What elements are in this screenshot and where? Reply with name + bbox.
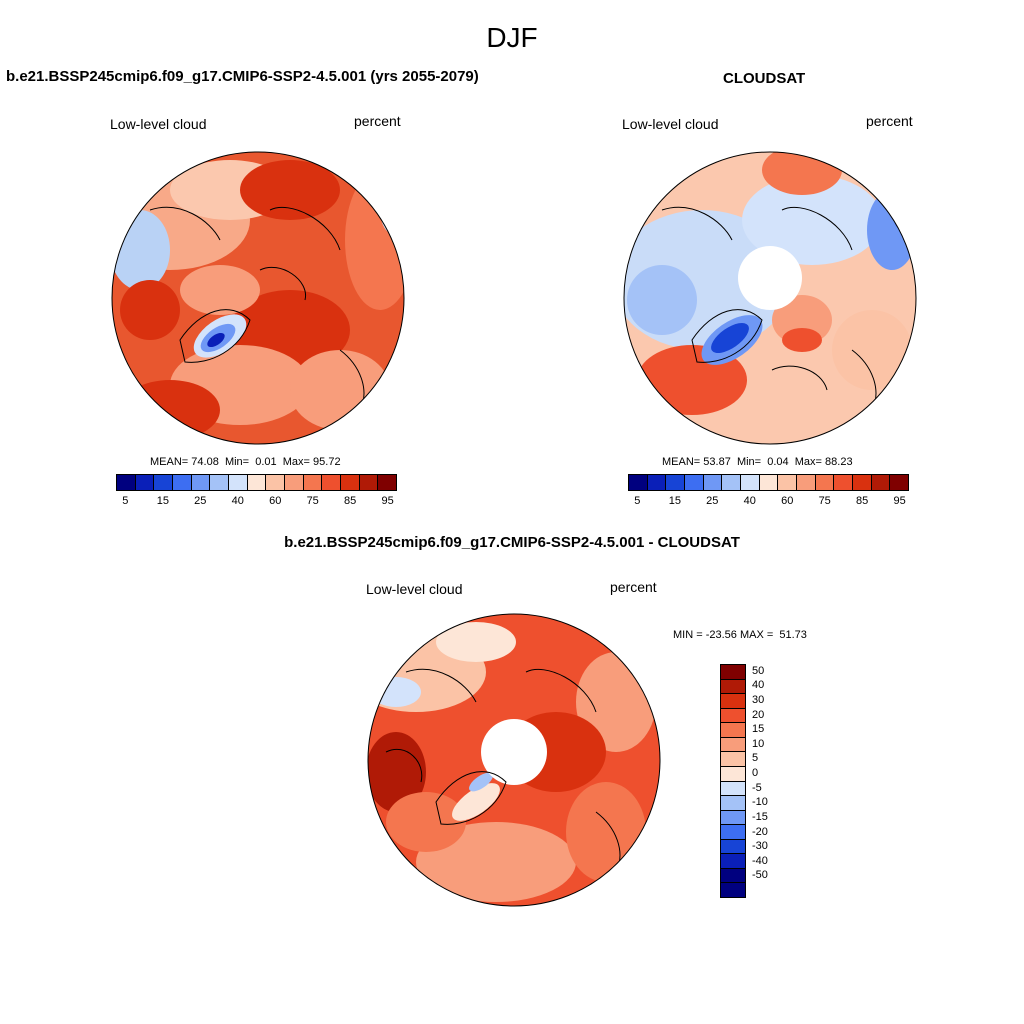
- colorbar-swatch: [721, 679, 745, 695]
- colorbar-tick-label: -50: [752, 869, 768, 882]
- colorbar-swatch: [647, 475, 667, 490]
- colorbar-swatch: [666, 475, 686, 490]
- colorbar-tick-label: -15: [752, 810, 768, 823]
- colorbar-swatch: [229, 475, 248, 490]
- colorbar-swatch: [721, 854, 745, 869]
- colorbar-swatch: [721, 694, 745, 709]
- panel3-variable-label: Low-level cloud: [366, 581, 463, 597]
- colorbar-tick-label: 40: [231, 495, 244, 507]
- colorbar-tick-label: 40: [752, 679, 765, 692]
- panel1-units-label: percent: [354, 113, 401, 129]
- colorbar-swatch: [359, 475, 379, 490]
- colorbar-tick-label: 15: [752, 723, 765, 736]
- colorbar-swatch: [815, 475, 835, 490]
- colorbar-swatch: [741, 475, 760, 490]
- colorbar-tick-label: 75: [306, 495, 319, 507]
- colorbar-tick-label: 10: [752, 737, 765, 750]
- colorbar-tick-label: 15: [156, 495, 169, 507]
- colorbar-swatch: [721, 825, 745, 840]
- colorbar-swatch: [759, 475, 779, 490]
- colorbar-tick-label: 25: [706, 495, 719, 507]
- panel2-stats: MEAN= 53.87 Min= 0.04 Max= 88.23: [662, 456, 853, 468]
- colorbar-tick-label: 85: [344, 495, 357, 507]
- colorbar-tick-label: 50: [752, 664, 765, 677]
- colorbar-tick-label: 25: [194, 495, 207, 507]
- panel2-colorbar-ticks: 5 15 25 40 60 75 85 95: [628, 495, 909, 509]
- colorbar-swatch: [722, 475, 742, 490]
- colorbar-swatch: [853, 475, 872, 490]
- colorbar-tick-label: 60: [781, 495, 794, 507]
- panel1-stats: MEAN= 74.08 Min= 0.01 Max= 95.72: [150, 456, 341, 468]
- colorbar-tick-label: 85: [856, 495, 869, 507]
- colorbar-tick-label: 95: [381, 495, 394, 507]
- colorbar-swatch: [721, 868, 745, 884]
- colorbar-swatch: [721, 737, 745, 753]
- panel3-title: b.e21.BSSP245cmip6.f09_g17.CMIP6-SSP2-4.…: [284, 534, 740, 551]
- colorbar-tick-label: -20: [752, 825, 768, 838]
- colorbar-swatch: [247, 475, 267, 490]
- colorbar-swatch: [721, 781, 745, 797]
- colorbar-swatch: [341, 475, 360, 490]
- colorbar-tick-label: 75: [818, 495, 831, 507]
- panel1-colorbar-ticks: 5 15 25 40 60 75 85 95: [116, 495, 397, 509]
- colorbar-swatch: [890, 475, 909, 490]
- colorbar-swatch: [721, 708, 745, 724]
- colorbar-tick-label: 0: [752, 767, 759, 779]
- colorbar-swatch: [154, 475, 174, 490]
- colorbar-swatch: [629, 475, 648, 490]
- colorbar-tick-label: -40: [752, 854, 768, 867]
- panel3-stats: MIN = -23.56 MAX = 51.73: [673, 629, 807, 641]
- panel3-colorbar: [720, 664, 746, 898]
- panel2-polar-map: [623, 151, 917, 445]
- colorbar-swatch: [721, 839, 745, 855]
- colorbar-swatch: [703, 475, 723, 490]
- colorbar-tick-label: 60: [269, 495, 282, 507]
- colorbar-tick-label: 5: [634, 495, 641, 507]
- colorbar-tick-label: 5: [752, 752, 759, 765]
- colorbar-tick-label: 5: [122, 495, 129, 507]
- panel1-variable-label: Low-level cloud: [110, 116, 207, 132]
- colorbar-swatch: [721, 723, 745, 738]
- panel3-units-label: percent: [610, 579, 657, 595]
- colorbar-swatch: [721, 796, 745, 811]
- colorbar-tick-label: 95: [893, 495, 906, 507]
- colorbar-swatch: [135, 475, 155, 490]
- colorbar-swatch: [117, 475, 136, 490]
- colorbar-swatch: [797, 475, 816, 490]
- colorbar-swatch: [721, 665, 745, 680]
- colorbar-swatch: [834, 475, 854, 490]
- colorbar-swatch: [303, 475, 323, 490]
- colorbar-swatch: [285, 475, 304, 490]
- colorbar-tick-label: 15: [668, 495, 681, 507]
- colorbar-tick-label: -10: [752, 796, 768, 809]
- panel2-colorbar: [628, 474, 909, 491]
- colorbar-swatch: [721, 810, 745, 826]
- panel2-units-label: percent: [866, 113, 913, 129]
- colorbar-tick-label: -5: [752, 781, 762, 794]
- panel2-variable-label: Low-level cloud: [622, 116, 719, 132]
- panel3-polar-map: [367, 613, 661, 907]
- colorbar-swatch: [378, 475, 397, 490]
- colorbar-tick-label: 20: [752, 708, 765, 721]
- colorbar-tick-label: 40: [743, 495, 756, 507]
- colorbar-swatch: [210, 475, 230, 490]
- colorbar-swatch: [778, 475, 798, 490]
- figure-title: DJF: [486, 22, 538, 53]
- panel1-title: b.e21.BSSP245cmip6.f09_g17.CMIP6-SSP2-4.…: [6, 68, 479, 85]
- colorbar-swatch: [721, 752, 745, 767]
- colorbar-swatch: [173, 475, 192, 490]
- panel3-colorbar-ticks: 50 40 30 20 15 10 5 0 -5 -10 -15 -20 -30 -40 -50: [752, 664, 792, 898]
- panel1-colorbar: [116, 474, 397, 491]
- colorbar-tick-label: -30: [752, 840, 768, 853]
- panel1-polar-map: [111, 151, 405, 445]
- panel2-title: CLOUDSAT: [723, 70, 806, 87]
- colorbar-swatch: [871, 475, 891, 490]
- colorbar-swatch: [721, 766, 745, 782]
- colorbar-swatch: [322, 475, 342, 490]
- colorbar-swatch: [191, 475, 211, 490]
- colorbar-tick-label: 30: [752, 693, 765, 706]
- colorbar-swatch: [721, 883, 745, 897]
- colorbar-swatch: [266, 475, 286, 490]
- colorbar-swatch: [685, 475, 704, 490]
